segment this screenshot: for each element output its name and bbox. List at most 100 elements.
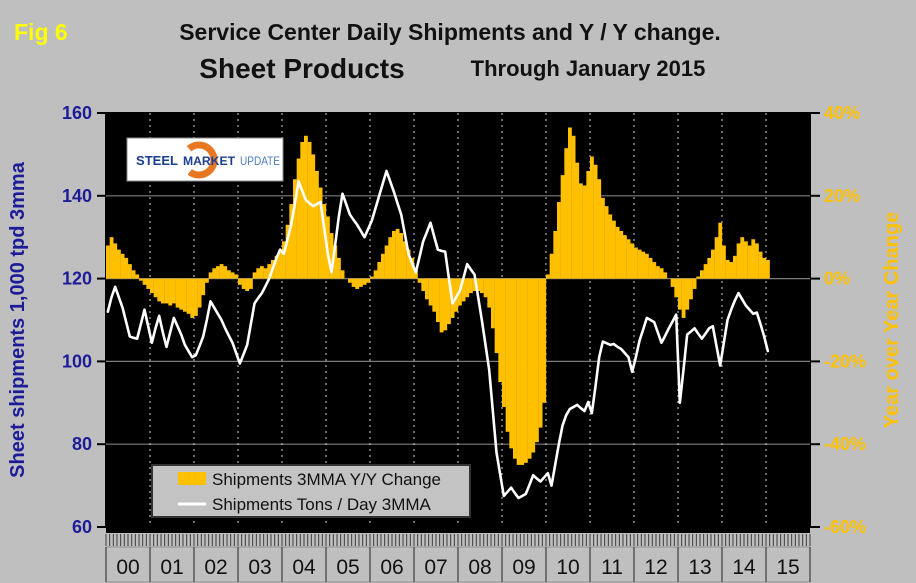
year-label: 14 xyxy=(732,556,756,579)
yy-change-bar xyxy=(579,183,583,279)
yy-change-bar xyxy=(300,141,305,279)
yy-change-bar xyxy=(285,224,290,279)
bar-series xyxy=(106,127,770,465)
yy-change-bar xyxy=(707,257,712,279)
yy-change-bar xyxy=(153,278,158,298)
yy-change-bar xyxy=(447,278,451,325)
yy-change-bar xyxy=(689,278,693,300)
x-axis: 00 01 02 03 04 05 06 07 08 09 10 11 12 13 14 15 xyxy=(105,527,811,583)
yy-change-bar xyxy=(766,259,770,279)
year-label: 02 xyxy=(204,556,227,579)
yy-change-bar xyxy=(205,278,209,283)
yy-change-bar xyxy=(469,278,473,294)
yy-change-bar xyxy=(615,226,620,279)
yy-change-bar xyxy=(593,164,598,279)
yy-change-bar xyxy=(498,278,503,383)
yy-change-bar xyxy=(201,278,206,296)
yy-change-bar xyxy=(234,274,239,279)
yy-change-bar xyxy=(516,278,521,465)
yy-change-bar xyxy=(736,243,741,279)
yy-change-bar xyxy=(161,278,165,304)
year-label: 12 xyxy=(644,556,667,579)
yy-change-bar xyxy=(509,278,514,449)
left-axis-title: Sheet shipments 1,000 tpd 3mma xyxy=(7,161,29,478)
yy-change-bar xyxy=(238,278,242,285)
year-label: 09 xyxy=(512,556,535,579)
yy-change-bar xyxy=(172,278,176,304)
legend: Shipments 3MMA Y/Y Change Shipments Tons… xyxy=(151,464,471,518)
yy-change-bar xyxy=(758,251,763,279)
yy-change-bar xyxy=(208,272,213,279)
yy-change-bar xyxy=(278,249,283,279)
yy-change-bar xyxy=(461,278,466,302)
yy-change-bar xyxy=(355,278,360,289)
yy-change-bar xyxy=(637,249,642,279)
yy-change-bar xyxy=(619,230,624,279)
yy-change-bar xyxy=(630,243,635,279)
yy-change-bar xyxy=(289,204,294,279)
year-label: 00 xyxy=(116,556,139,579)
yy-change-bar xyxy=(175,278,180,308)
yy-change-bar xyxy=(109,237,114,279)
yy-change-bar xyxy=(186,278,191,314)
yy-change-bar xyxy=(139,278,143,281)
year-label: 01 xyxy=(160,556,183,579)
yy-change-bar xyxy=(304,135,308,279)
yy-change-bar xyxy=(674,278,679,298)
year-label: 04 xyxy=(292,556,316,579)
yy-change-bar xyxy=(414,270,418,279)
yy-change-bar xyxy=(249,278,253,289)
yy-change-bar xyxy=(564,148,569,279)
yy-change-bar xyxy=(604,206,609,279)
yy-change-bar xyxy=(502,278,506,407)
yy-change-bar xyxy=(377,262,382,279)
yy-change-bar xyxy=(465,278,470,298)
yy-change-bar xyxy=(663,272,668,279)
logo-text-market: MARKET xyxy=(183,154,236,168)
yy-change-bar xyxy=(641,251,646,279)
yy-change-bar xyxy=(714,237,719,279)
yy-change-bar xyxy=(293,179,297,279)
yy-change-bar xyxy=(120,253,125,279)
yy-change-bar xyxy=(322,204,327,279)
right-axis-tick-label: 20% xyxy=(824,186,860,206)
yy-change-bar xyxy=(476,278,481,292)
yy-change-bar xyxy=(135,274,140,279)
yy-change-bar xyxy=(370,276,374,279)
yy-change-bar xyxy=(128,264,132,279)
yy-change-bar xyxy=(692,278,697,289)
yy-change-bar xyxy=(227,270,231,279)
yy-change-bar xyxy=(362,278,367,285)
shipments-line xyxy=(106,169,770,500)
yy-change-bar xyxy=(194,278,198,316)
yy-change-bar xyxy=(659,268,664,279)
yy-change-bar xyxy=(329,233,334,279)
logo-text-update: UPDATE xyxy=(240,154,280,168)
left-axis-tick-label: 140 xyxy=(62,186,92,206)
yy-change-bar xyxy=(571,135,576,279)
yy-change-bar xyxy=(340,270,345,279)
yy-change-bar xyxy=(520,278,525,465)
yy-change-bar xyxy=(711,249,715,279)
year-label: 15 xyxy=(776,556,799,579)
figure-tag: Fig 6 xyxy=(14,19,68,45)
year-label: 05 xyxy=(336,556,359,579)
yy-change-bar xyxy=(373,270,378,279)
yy-change-bar xyxy=(417,278,422,283)
yy-change-bar xyxy=(406,249,411,279)
year-label: 08 xyxy=(468,556,491,579)
yy-change-bar xyxy=(751,239,756,279)
yy-change-bar xyxy=(755,243,759,279)
yy-change-bar xyxy=(747,245,752,279)
yy-change-bar xyxy=(381,253,385,279)
yy-change-bar xyxy=(190,278,195,318)
yy-change-bar xyxy=(744,241,748,279)
yy-change-bar xyxy=(223,266,228,279)
yy-change-bar xyxy=(392,230,396,279)
left-axis-tick-label: 120 xyxy=(62,269,92,289)
yy-change-bar xyxy=(106,245,110,279)
yy-change-bar xyxy=(146,278,151,289)
yy-change-bar xyxy=(388,237,393,279)
yy-change-bar xyxy=(582,185,587,279)
